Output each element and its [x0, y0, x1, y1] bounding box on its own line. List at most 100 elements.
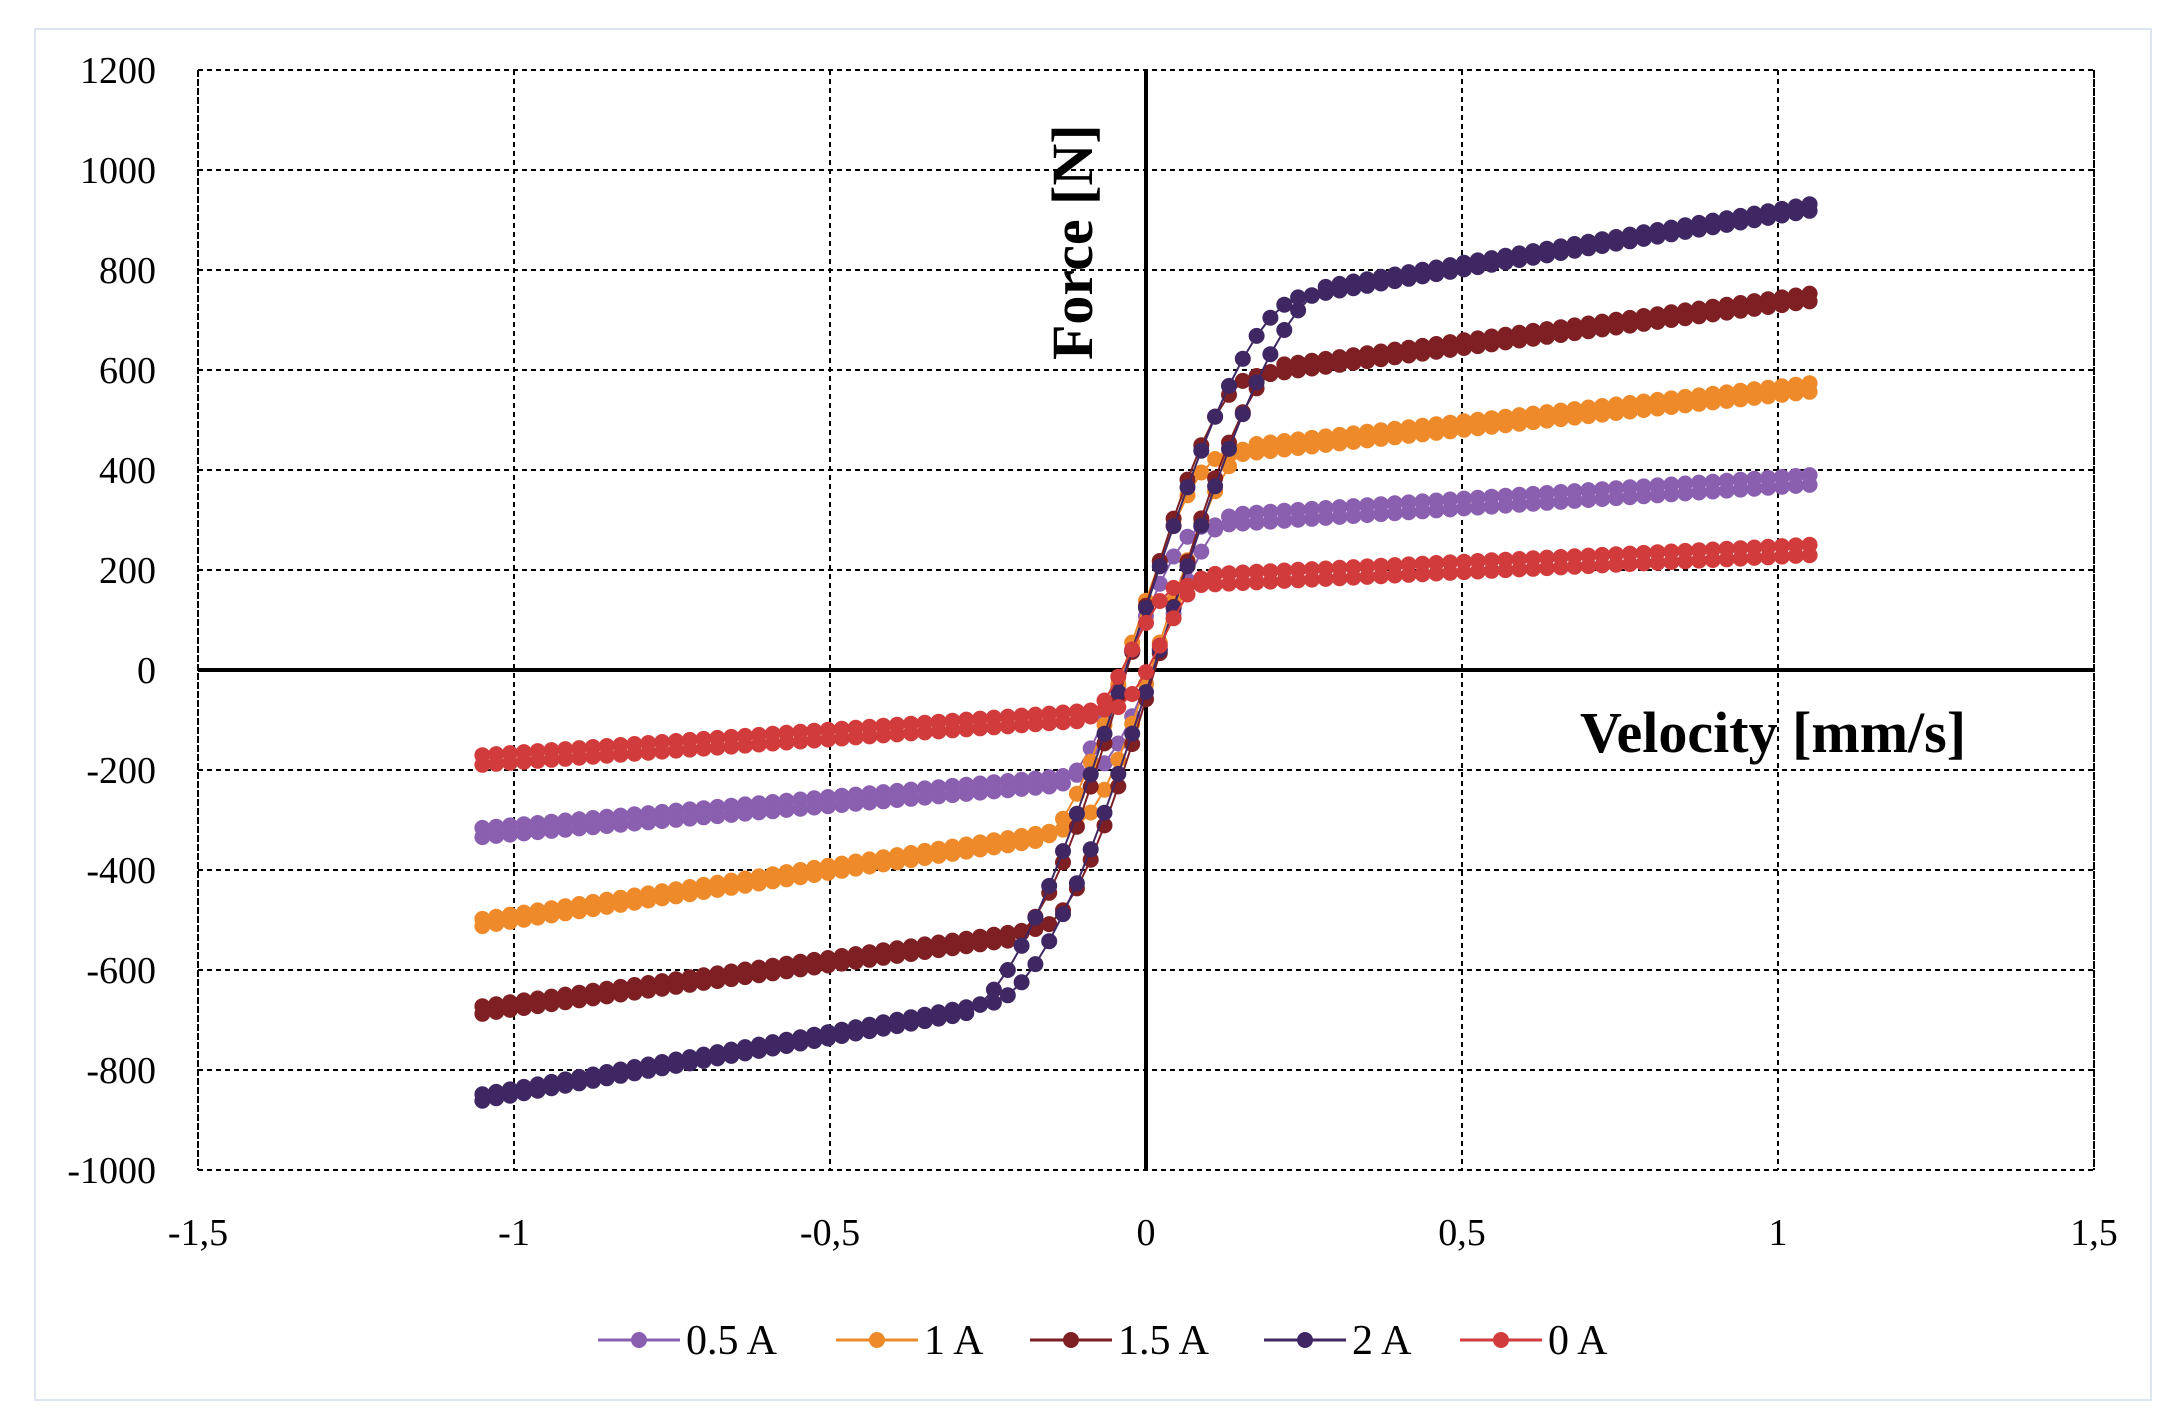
data-point: [1483, 418, 1500, 435]
data-point: [1165, 610, 1182, 627]
data-point: [944, 787, 961, 804]
data-point: [1649, 228, 1666, 245]
data-point: [585, 1072, 601, 1089]
data-point: [1594, 557, 1611, 574]
data-point: [792, 961, 809, 978]
data-point: [737, 737, 754, 754]
data-point: [1027, 956, 1044, 973]
data-point: [1276, 296, 1293, 313]
data-point: [1248, 444, 1265, 461]
data-point: [1248, 374, 1265, 391]
data-point: [1221, 440, 1237, 457]
data-point: [972, 841, 989, 858]
data-point: [1525, 495, 1542, 512]
data-point: [1207, 517, 1224, 534]
data-point: [1359, 432, 1376, 449]
y-tick-label: -1000: [67, 1150, 156, 1192]
data-point: [1262, 513, 1279, 530]
y-tick-label: 200: [99, 550, 156, 592]
data-point: [1704, 552, 1721, 568]
data-point: [1290, 511, 1307, 528]
data-point: [1718, 392, 1735, 409]
data-point: [1773, 297, 1790, 314]
y-tick-label: -600: [86, 950, 156, 992]
data-point: [1400, 504, 1417, 521]
data-point: [1552, 411, 1569, 428]
data-point: [1538, 328, 1555, 345]
data-point: [1677, 310, 1694, 327]
data-point: [1718, 216, 1735, 233]
data-point: [792, 1035, 809, 1052]
data-point: [1027, 779, 1044, 796]
data-point: [1456, 564, 1472, 581]
data-point: [1677, 397, 1694, 414]
data-point: [737, 1045, 754, 1062]
data-point: [861, 951, 878, 968]
data-point: [543, 822, 560, 839]
data-point: [612, 986, 629, 1003]
data-point: [1055, 775, 1071, 792]
data-point: [1691, 308, 1707, 325]
data-point: [1165, 518, 1182, 535]
data-point: [1469, 499, 1486, 516]
data-point: [1096, 725, 1113, 742]
data-point: [1124, 641, 1141, 658]
data-point: [1068, 762, 1085, 779]
data-point: [1041, 877, 1058, 894]
data-point: [806, 732, 823, 749]
data-point: [1566, 325, 1583, 342]
data-point: [847, 953, 864, 970]
data-point: [1608, 319, 1625, 336]
series-2-a: [474, 196, 1818, 1109]
legend-label: 2 A: [1352, 1318, 1412, 1364]
data-point: [502, 754, 518, 771]
data-point: [488, 1003, 505, 1020]
data-point: [930, 942, 947, 959]
data-point: [1068, 875, 1085, 892]
data-point: [1497, 417, 1514, 434]
data-point: [806, 1033, 823, 1049]
data-point: [820, 864, 836, 881]
data-point: [474, 829, 491, 846]
data-point: [1179, 528, 1196, 545]
data-point: [1732, 550, 1749, 567]
data-point: [944, 845, 961, 862]
data-point: [1262, 366, 1279, 383]
data-point: [515, 1085, 532, 1102]
data-point: [529, 1082, 546, 1099]
data-point: [723, 1047, 740, 1064]
data-point: [1691, 221, 1707, 238]
data-point: [1262, 346, 1279, 363]
data-point: [1096, 781, 1113, 798]
data-point: [1400, 427, 1417, 444]
data-point: [626, 1065, 643, 1082]
data-point: [1428, 424, 1445, 441]
data-point: [930, 1010, 947, 1027]
data-point: [571, 1075, 588, 1092]
data-point: [1345, 569, 1362, 586]
data-point: [1055, 843, 1071, 860]
data-point: [806, 959, 823, 976]
data-point: [999, 782, 1016, 799]
data-point: [1691, 552, 1707, 569]
data-point: [1608, 405, 1625, 421]
data-point: [1331, 282, 1348, 299]
data-point: [1456, 261, 1472, 278]
data-point: [1497, 562, 1514, 579]
data-point: [1303, 287, 1320, 304]
data-point: [474, 1092, 491, 1109]
data-point: [723, 971, 740, 988]
data-point: [668, 1057, 684, 1074]
data-point: [875, 856, 892, 873]
data-point: [1110, 684, 1127, 701]
data-point: [1442, 341, 1459, 358]
data-point: [1138, 614, 1154, 631]
data-point: [889, 947, 906, 964]
data-point: [889, 1018, 906, 1035]
data-point: [792, 733, 809, 750]
data-point: [1110, 699, 1127, 716]
data-point: [1663, 226, 1680, 243]
data-point: [695, 1052, 712, 1069]
data-point: [958, 785, 975, 802]
data-point: [1732, 214, 1749, 231]
